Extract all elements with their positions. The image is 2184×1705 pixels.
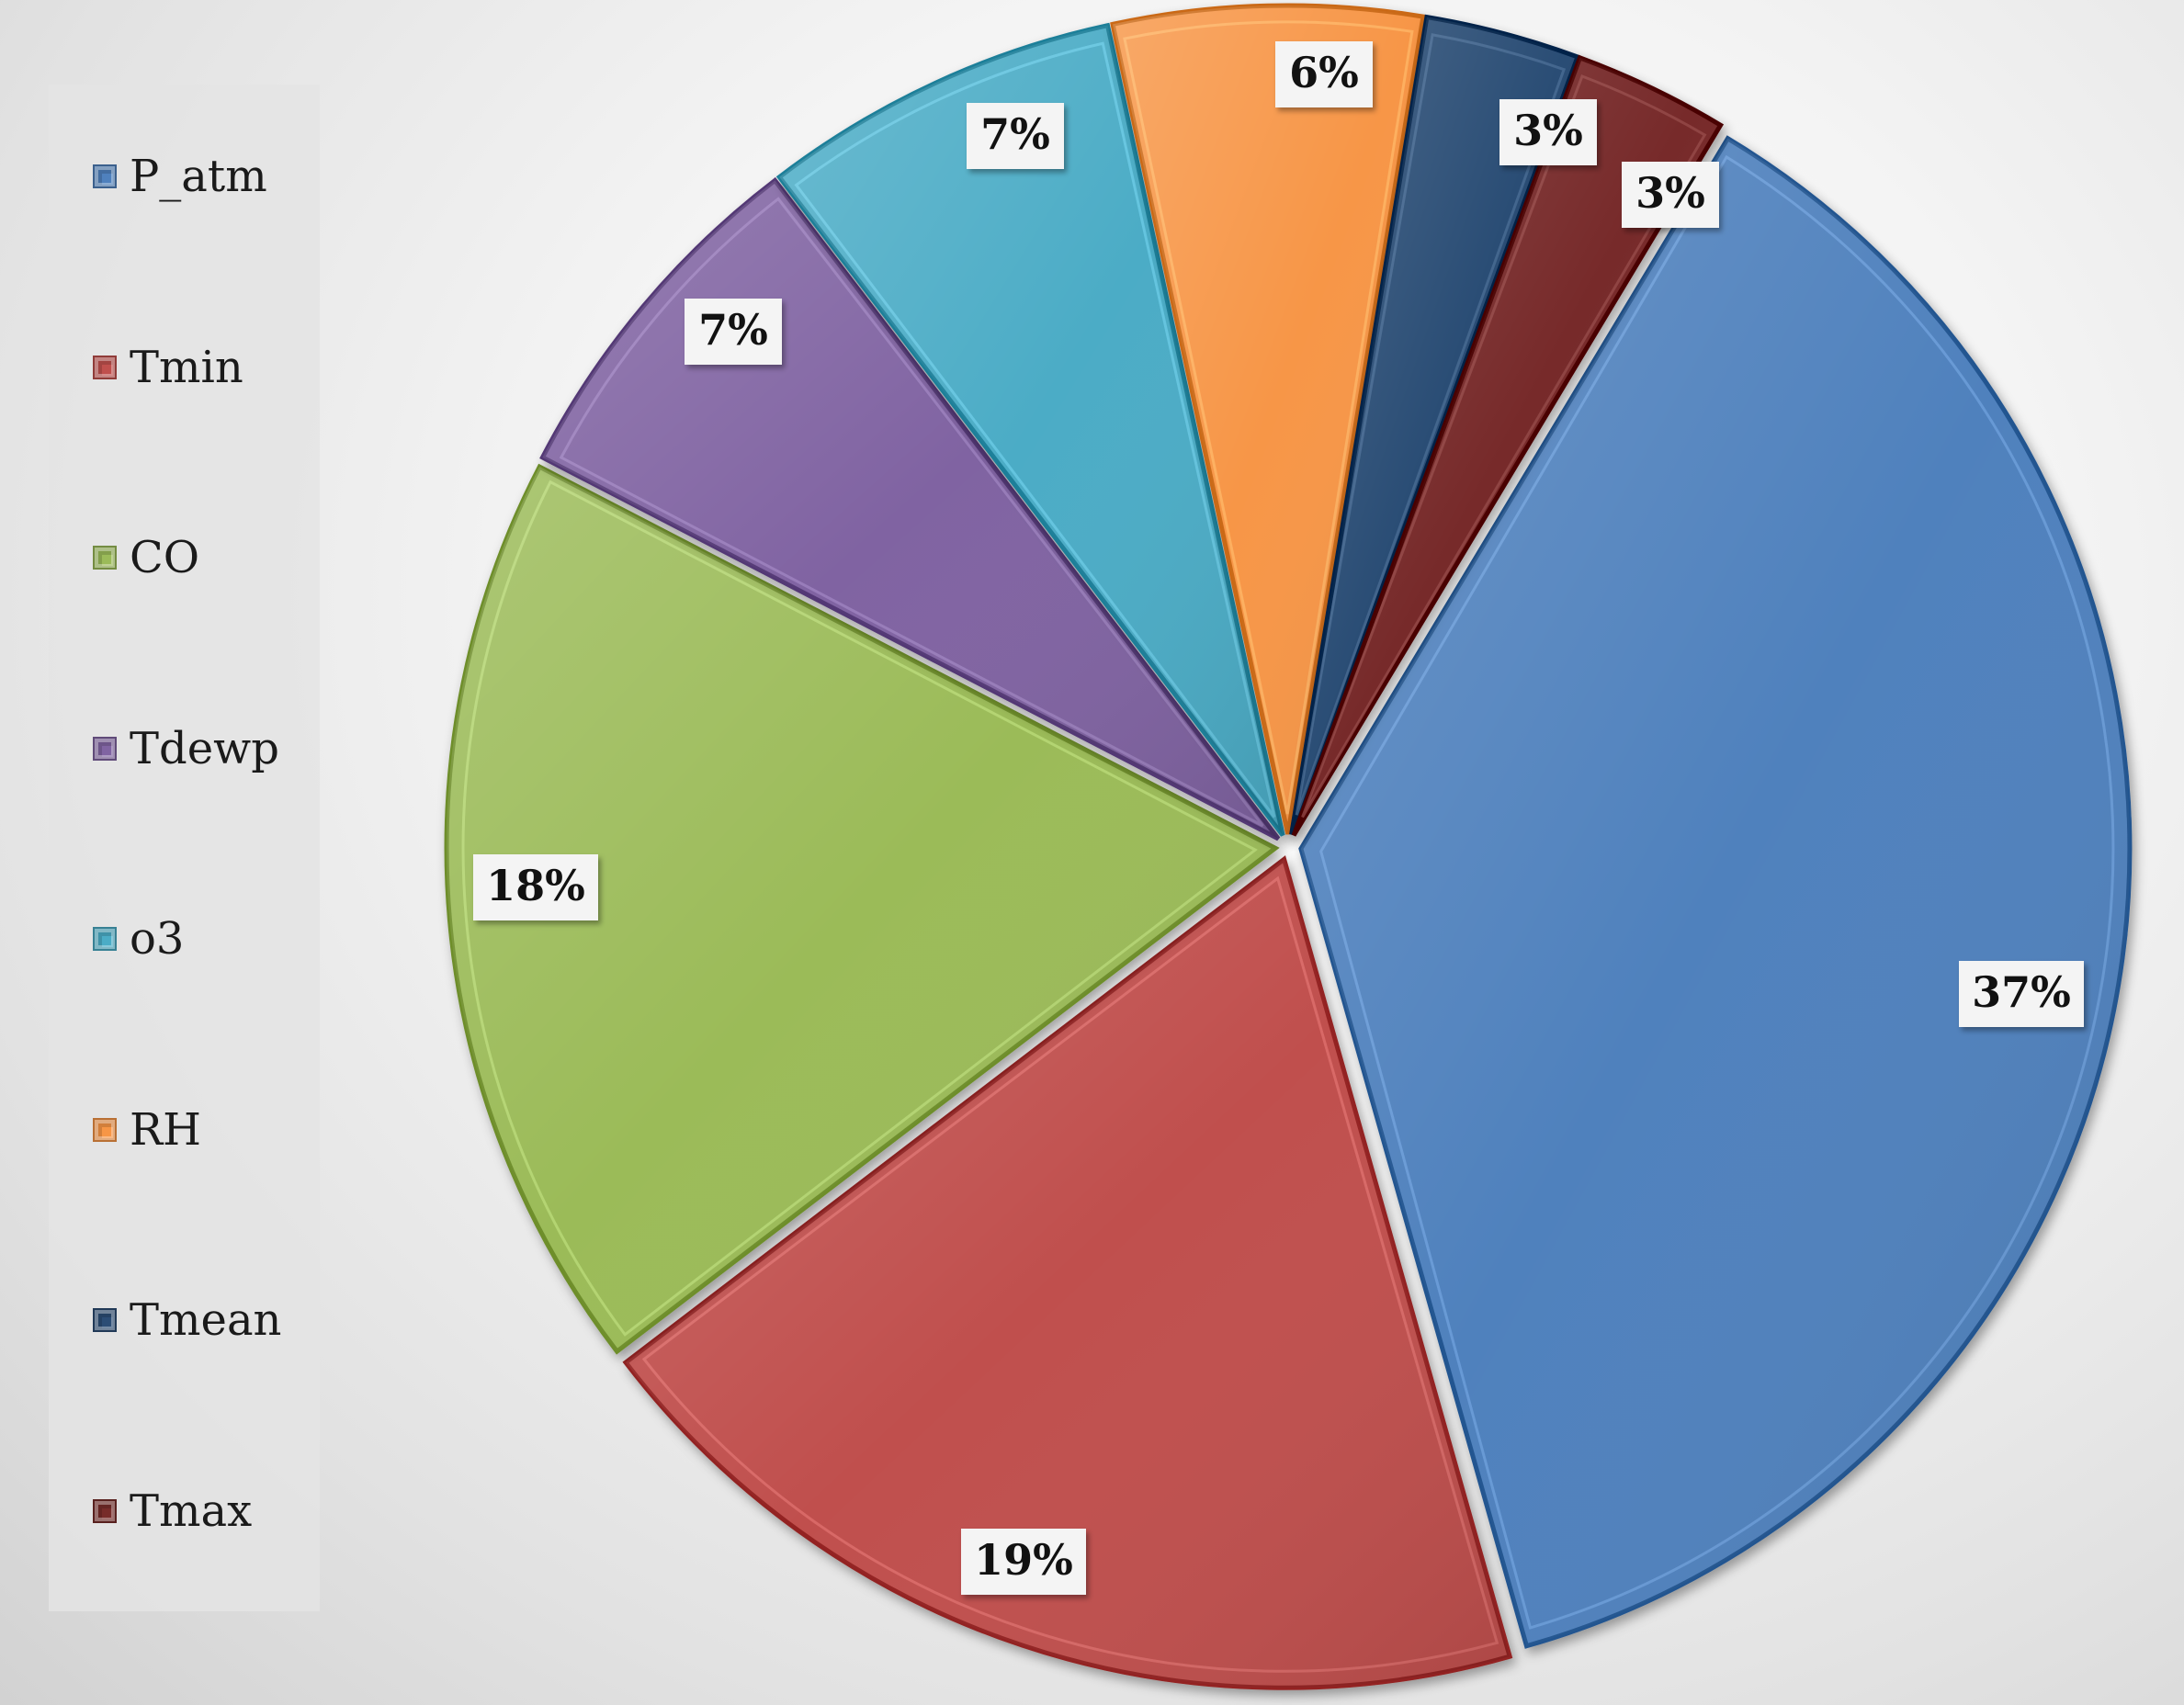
data-label-box [685, 299, 782, 365]
data-label-text: 19% [974, 1535, 1073, 1585]
pie-slices [444, 3, 2133, 1690]
pie-slice-tmean [1289, 14, 1581, 836]
data-label-tmax: 3% [1622, 162, 1719, 228]
pie-slice-sheen [1113, 6, 1423, 835]
legend-item-rh: RH [93, 1102, 201, 1157]
pie-slice-tmin [622, 855, 1513, 1690]
legend-swatch [93, 164, 117, 188]
pie-slice-p-atm [1298, 135, 2133, 1649]
data-label-box [1959, 961, 2084, 1027]
legend-label: Tdewp [130, 722, 279, 774]
legend-label: Tmin [130, 341, 243, 393]
data-label-box [1622, 162, 1719, 228]
data-label-box [961, 1529, 1086, 1595]
data-label-o3: 7% [967, 103, 1064, 169]
pie-slice-sheen [779, 25, 1284, 836]
data-label-text: 3% [1635, 168, 1705, 218]
data-label-box [1275, 41, 1373, 107]
legend: P_atm Tmin CO Tdewp o3 RH Tmean Tmax [49, 85, 320, 1611]
data-label-box [967, 103, 1064, 169]
legend-item-tmax: Tmax [93, 1484, 252, 1539]
legend-swatch [93, 927, 117, 951]
pie-slice-tmax [1291, 54, 1725, 837]
pie-slice-sheen [1291, 17, 1579, 835]
data-label-tmin: 19% [961, 1529, 1086, 1595]
legend-item-o3: o3 [93, 911, 184, 966]
data-label-text: 7% [980, 109, 1050, 159]
data-label-text: 7% [698, 305, 768, 355]
pie-slice-sheen [447, 467, 1276, 1352]
legend-label: RH [130, 1103, 201, 1156]
data-labels: 37% 19% 18% 7% 7% 6% 3% 3% [473, 41, 2084, 1595]
pie-slice-rh [1110, 3, 1426, 835]
legend-swatch [93, 546, 117, 570]
legend-label: P_atm [130, 151, 267, 202]
data-label-text: 6% [1289, 48, 1359, 97]
data-label-co: 18% [473, 854, 598, 920]
legend-swatch [93, 1117, 117, 1142]
legend-item-p-atm: P_atm [93, 149, 267, 204]
legend-label: o3 [130, 913, 185, 965]
legend-swatch [93, 1308, 117, 1332]
data-label-box [1499, 99, 1597, 165]
legend-swatch [93, 736, 117, 761]
data-label-tdewp: 7% [685, 299, 782, 365]
pie-slice-co [444, 463, 1280, 1355]
legend-item-tmean: Tmean [93, 1293, 281, 1348]
data-label-text: 3% [1513, 106, 1583, 155]
data-label-p-atm: 37% [1959, 961, 2084, 1027]
legend-label: Tmean [130, 1294, 282, 1346]
legend-item-tdewp: Tdewp [93, 721, 279, 776]
data-label-tmean: 3% [1499, 99, 1597, 165]
data-label-rh: 6% [1275, 41, 1373, 107]
legend-item-tmin: Tmin [93, 340, 243, 395]
legend-label: Tmax [130, 1485, 253, 1537]
pie-slice-sheen [626, 859, 1511, 1688]
legend-item-co: CO [93, 530, 199, 585]
data-label-text: 37% [1972, 967, 2071, 1017]
data-label-box [473, 854, 598, 920]
pie-slice-o3 [775, 22, 1285, 837]
legend-label: CO [130, 532, 200, 583]
data-label-text: 18% [486, 861, 585, 910]
legend-swatch [93, 355, 117, 379]
legend-swatch [93, 1498, 117, 1523]
pie-slice-sheen [1300, 138, 2130, 1646]
pie-slice-sheen [1294, 57, 1721, 836]
